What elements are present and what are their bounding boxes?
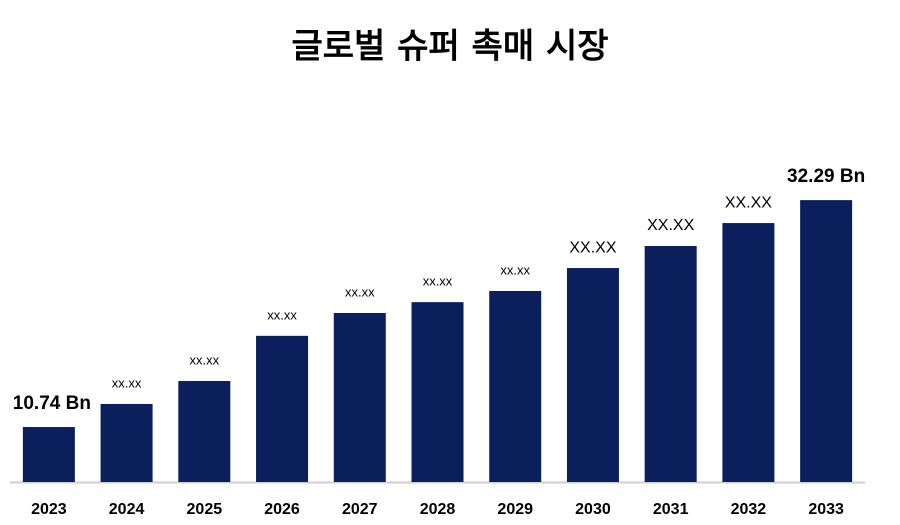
bar <box>566 268 619 482</box>
x-tick-label: 2023 <box>31 501 67 518</box>
bar <box>333 312 386 482</box>
x-tick-label: 2024 <box>109 501 145 518</box>
chart-title: 글로벌 슈퍼 촉매 시장 <box>291 27 608 67</box>
value-label: XX.XX <box>647 217 694 234</box>
value-label: xx.xx <box>112 375 142 390</box>
bar <box>800 200 853 482</box>
value-label: xx.xx <box>500 262 530 277</box>
x-tick-label: 2033 <box>808 501 844 518</box>
bar <box>644 246 697 482</box>
bar <box>178 381 231 482</box>
bar <box>22 427 75 482</box>
value-label: XX.XX <box>569 239 616 256</box>
x-tick-label: 2025 <box>187 501 223 518</box>
value-label: 32.29 Bn <box>787 166 865 187</box>
x-tick-label: 2032 <box>731 501 767 518</box>
bar <box>411 302 464 482</box>
x-tick-label: 2029 <box>497 501 533 518</box>
bar <box>100 403 153 482</box>
value-label: xx.xx <box>345 284 375 299</box>
value-label: xx.xx <box>190 352 220 367</box>
x-tick-label: 2028 <box>420 501 456 518</box>
value-label: xx.xx <box>267 307 297 322</box>
value-label: 10.74 Bn <box>13 393 91 414</box>
x-tick-label: 2031 <box>653 501 689 518</box>
bar <box>722 223 775 482</box>
bar <box>256 335 309 482</box>
x-tick-label: 2030 <box>575 501 611 518</box>
value-label: XX.XX <box>725 194 772 211</box>
x-tick-label: 2026 <box>264 501 300 518</box>
bar <box>489 290 542 482</box>
x-tick-label: 2027 <box>342 501 378 518</box>
value-label: xx.xx <box>423 274 453 289</box>
